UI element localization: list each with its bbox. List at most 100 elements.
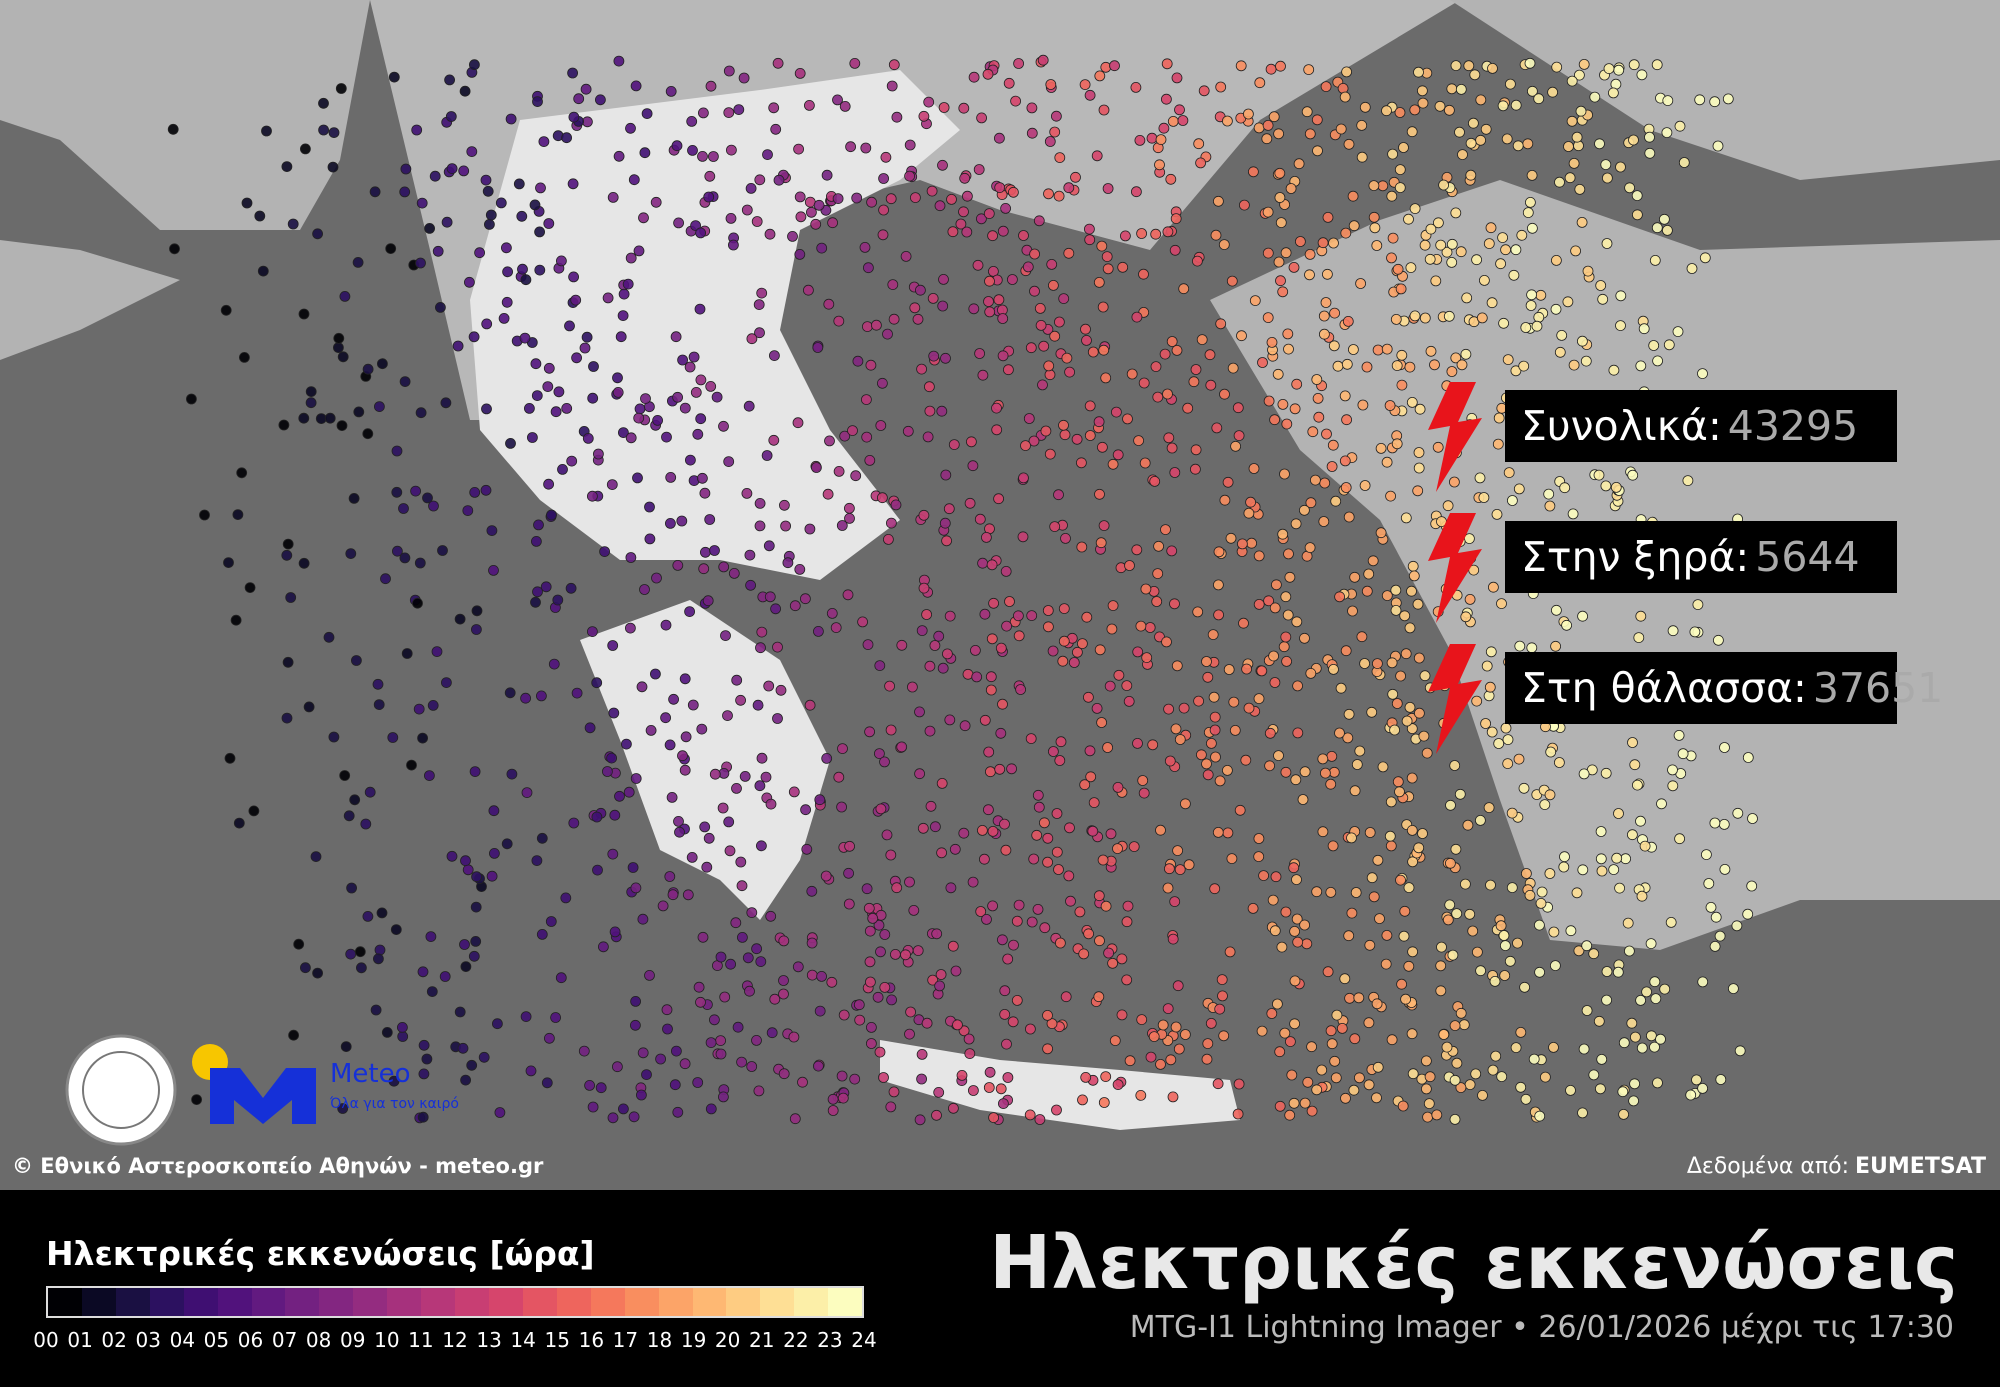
lightning-dot (697, 472, 708, 484)
lightning-dot (440, 397, 452, 409)
lightning-dot (725, 212, 737, 224)
lightning-dot (1375, 527, 1387, 539)
lightning-dot (1341, 66, 1352, 78)
lightning-dot (1178, 702, 1190, 714)
lightning-dot (977, 825, 988, 836)
lightning-dot (1301, 938, 1313, 950)
lightning-dot (370, 1004, 382, 1016)
colorbar-swatch (353, 1288, 388, 1316)
lightning-dot (1513, 753, 1525, 765)
lightning-dot (388, 1075, 400, 1087)
lightning-dot (534, 264, 546, 276)
lightning-dot (1327, 840, 1339, 852)
lightning-dot (167, 123, 179, 135)
lightning-dot (1262, 312, 1274, 324)
lightning-dot (1443, 310, 1455, 322)
lightning-dot (731, 783, 742, 794)
lightning-dot (1132, 738, 1143, 749)
lightning-dot (339, 290, 351, 302)
lightning-dot (701, 861, 713, 873)
lightning-dot (709, 545, 720, 556)
lightning-dot (827, 217, 838, 229)
lightning-dot (661, 431, 672, 443)
lightning-dot (1395, 874, 1406, 886)
lightning-dot (995, 642, 1007, 654)
lightning-dot (1474, 472, 1486, 484)
lightning-dot (1551, 61, 1563, 73)
lightning-dot (1269, 414, 1280, 426)
lightning-dot (452, 340, 464, 352)
lightning-dot (1417, 85, 1428, 97)
lightning-dot (1151, 596, 1163, 607)
lightning-dot (573, 93, 585, 105)
lightning-dot (1276, 941, 1288, 953)
bolt-shape (1428, 382, 1482, 492)
lightning-dot (902, 425, 914, 437)
lightning-dot (866, 1022, 877, 1033)
lightning-dot (1435, 239, 1447, 251)
lightning-dot (1196, 334, 1208, 346)
lightning-dot (1403, 960, 1415, 972)
lightning-dot (1356, 631, 1368, 643)
lightning-dot (1157, 1019, 1169, 1031)
lightning-dot (1574, 183, 1586, 195)
lightning-icon (1428, 513, 1482, 623)
lightning-dot (1152, 568, 1164, 579)
lightning-dot (1166, 336, 1178, 347)
lightning-dot (566, 455, 578, 467)
lightning-dot (390, 924, 402, 935)
lightning-dot (900, 250, 912, 262)
lightning-dot (931, 928, 943, 940)
lightning-dot (641, 108, 653, 119)
lightning-dot (1386, 190, 1398, 202)
lightning-dot (991, 424, 1003, 436)
lightning-dot (1215, 81, 1227, 93)
lightning-dot (630, 1019, 641, 1031)
colorbar-swatch (624, 1288, 659, 1316)
lightning-dot (824, 435, 835, 447)
lightning-dot (997, 350, 1009, 362)
lightning-dot (1091, 150, 1103, 162)
lightning-dot (1565, 925, 1577, 937)
lightning-dot (1148, 1031, 1160, 1042)
lightning-dot (1060, 533, 1071, 544)
lightning-dot (1490, 1050, 1502, 1062)
lightning-dot (1525, 196, 1536, 208)
lightning-dot (1502, 354, 1514, 366)
lightning-dot (1074, 906, 1086, 918)
lightning-dot (1120, 230, 1131, 242)
lightning-dot (1497, 100, 1509, 112)
lightning-dot (1279, 468, 1290, 480)
lightning-dot (1429, 359, 1440, 371)
lightning-dot (1747, 813, 1758, 824)
lightning-dot (1098, 1097, 1110, 1108)
lightning-dot (1013, 630, 1025, 642)
lightning-dot (997, 698, 1008, 710)
lightning-dot (764, 228, 776, 240)
lightning-dot (1061, 352, 1073, 364)
lightning-dot (595, 1082, 607, 1094)
lightning-dot (1498, 317, 1509, 329)
lightning-dot (1412, 485, 1424, 497)
lightning-dot (1317, 237, 1329, 249)
lightning-dot (261, 125, 272, 137)
lightning-dot (1311, 1084, 1323, 1096)
lightning-dot (531, 855, 543, 866)
lightning-dot (1534, 966, 1545, 978)
lightning-dot (543, 478, 554, 490)
lightning-dot (1425, 345, 1437, 357)
lightning-dot (1510, 99, 1522, 111)
lightning-dot (426, 986, 438, 997)
lightning-dot (1577, 864, 1589, 876)
lightning-dot (900, 949, 911, 961)
lightning-dot (979, 608, 991, 620)
lightning-dot (1485, 879, 1496, 891)
lightning-dot (1059, 429, 1071, 441)
lightning-dot (1139, 457, 1151, 469)
lightning-dot (1465, 137, 1477, 149)
lightning-dot (1025, 733, 1037, 744)
lightning-dot (1068, 657, 1080, 668)
lightning-dot (813, 626, 824, 637)
map: Meteo Όλα για τον καιρό (0, 0, 2000, 1190)
lightning-dot (1608, 364, 1620, 376)
